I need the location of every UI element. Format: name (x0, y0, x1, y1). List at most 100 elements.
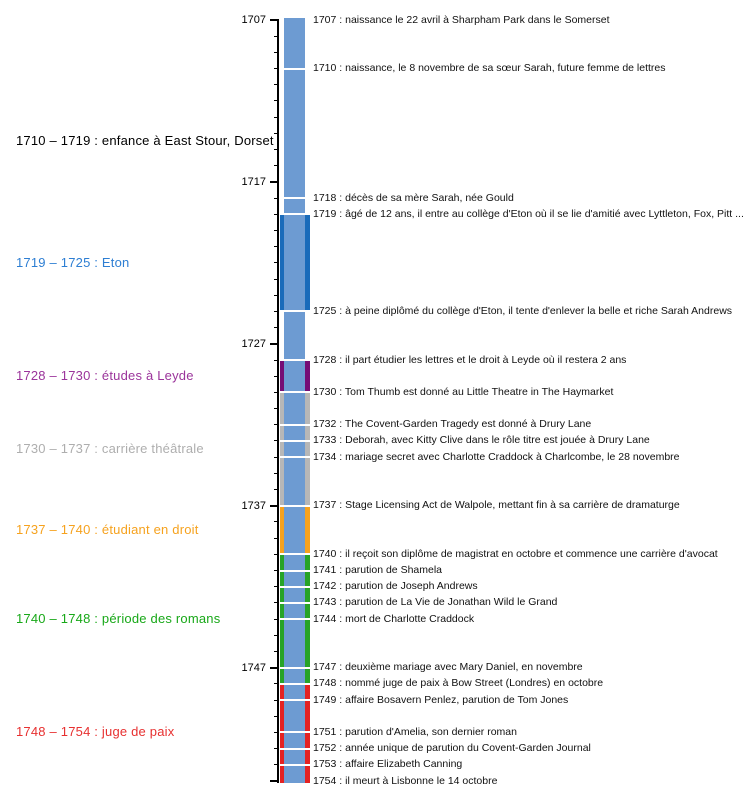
event-separator-1710 (279, 67, 311, 70)
period-label-1719-1725: 1719 – 1725 : Eton (16, 254, 130, 270)
axis-minor-tick-1744 (274, 618, 279, 620)
axis-minor-tick-1722 (274, 262, 279, 264)
event-label-1707: 1707 : naissance le 22 avril à Sharpham … (313, 13, 610, 26)
period-label-1737-1740: 1737 – 1740 : étudiant en droit (16, 522, 199, 538)
event-label-1710: 1710 : naissance, le 8 novembre de sa sœ… (313, 62, 666, 75)
event-label-1740: 1740 : il reçoit son diplôme de magistra… (313, 547, 718, 560)
axis-tick-label-1737: 1737 (241, 499, 266, 512)
event-label-1725: 1725 : à peine diplômé du collège d'Eton… (313, 304, 733, 317)
axis-minor-tick-1742 (274, 586, 279, 588)
axis-major-tick-1747 (270, 666, 278, 669)
axis-minor-tick-1739 (274, 537, 279, 539)
period-label-1730-1737: 1730 – 1737 : carrière théâtrale (16, 441, 204, 457)
axis-minor-tick-1743 (274, 602, 279, 604)
event-label-1719: 1719 : âgé de 12 ans, il entre au collèg… (313, 207, 744, 220)
event-label-1734: 1734 : mariage secret avec Charlotte Cra… (313, 450, 680, 463)
event-separator-1744 (279, 618, 311, 621)
event-separator-1741 (279, 569, 311, 572)
event-label-1752: 1752 : année unique de parution du Coven… (313, 742, 591, 755)
axis-tick-label-1707: 1707 (241, 14, 266, 26)
axis-minor-tick-1741 (274, 570, 279, 571)
event-separator-1733 (279, 439, 311, 442)
axis-minor-tick-1740 (274, 553, 279, 555)
axis-minor-tick-1711 (274, 84, 279, 86)
axis-minor-tick-1719 (274, 213, 279, 215)
axis-minor-tick-1733 (274, 440, 279, 442)
event-separator-1725 (279, 310, 311, 313)
axis-minor-tick-1732 (274, 424, 279, 426)
timeline-bar (284, 18, 305, 783)
axis-major-tick-1737 (270, 504, 278, 507)
event-separator-1748 (279, 682, 311, 685)
event-label-1751: 1751 : parution d'Amelia, son dernier ro… (313, 725, 517, 738)
event-label-1747: 1747 : deuxième mariage avec Mary Daniel… (313, 661, 583, 674)
axis-tick-label-1727: 1727 (241, 337, 266, 350)
event-separator-1749 (279, 699, 311, 702)
event-separator-1734 (279, 456, 311, 459)
axis-minor-tick-1712 (274, 100, 279, 102)
axis-minor-tick-1745 (274, 634, 279, 636)
event-label-1737: 1737 : Stage Licensing Act de Walpole, m… (313, 499, 680, 512)
axis-minor-tick-1723 (274, 278, 279, 280)
axis-minor-tick-1730 (274, 391, 279, 393)
event-separator-1753 (279, 763, 311, 766)
axis-minor-tick-1752 (274, 748, 279, 750)
axis-minor-tick-1726 (274, 327, 279, 329)
axis-minor-tick-1710 (274, 68, 279, 70)
axis-minor-tick-1713 (274, 116, 279, 118)
event-separator-1747 (279, 666, 311, 669)
event-label-1741: 1741 : parution de Shamela (313, 564, 443, 576)
axis-minor-tick-1715 (274, 149, 279, 151)
event-separator-1737 (279, 504, 311, 507)
axis-major-tick-1717 (270, 180, 278, 183)
axis-minor-tick-1738 (274, 521, 279, 523)
axis-tick-label-1717: 1717 (241, 175, 266, 188)
event-separator-1752 (279, 747, 311, 750)
axis-major-tick-1754 (270, 780, 278, 782)
event-separator-1751 (279, 731, 311, 734)
axis-minor-tick-1725 (274, 310, 279, 312)
timeline-axis (277, 19, 279, 783)
event-separator-1719 (279, 213, 311, 216)
axis-minor-tick-1709 (274, 51, 279, 53)
axis-minor-tick-1724 (274, 294, 279, 296)
axis-minor-tick-1728 (274, 359, 279, 361)
event-separator-1732 (279, 423, 311, 426)
axis-minor-tick-1714 (274, 132, 279, 134)
axis-minor-tick-1731 (274, 408, 279, 410)
axis-minor-tick-1708 (274, 35, 279, 37)
event-label-1749: 1749 : affaire Bosavern Penlez, parution… (313, 693, 569, 706)
event-label-1732: 1732 : The Covent-Garden Tragedy est don… (313, 418, 592, 431)
event-separator-1718 (279, 197, 311, 200)
event-label-1733: 1733 : Deborah, avec Kitty Clive dans le… (313, 434, 650, 447)
axis-minor-tick-1721 (274, 246, 279, 248)
event-label-1718: 1718 : décès de sa mère Sarah, née Gould (313, 191, 514, 204)
event-separator-1743 (279, 601, 311, 604)
axis-minor-tick-1735 (274, 472, 279, 474)
axis-minor-tick-1748 (274, 683, 279, 685)
axis-minor-tick-1750 (274, 715, 279, 717)
axis-minor-tick-1716 (274, 165, 279, 167)
axis-major-tick-1727 (270, 342, 278, 345)
event-separator-1742 (279, 585, 311, 588)
event-label-1728: 1728 : il part étudier les lettres et le… (313, 353, 627, 366)
axis-minor-tick-1720 (274, 229, 279, 231)
event-label-1742: 1742 : parution de Joseph Andrews (313, 580, 478, 593)
event-label-1743: 1743 : parution de La Vie de Jonathan Wi… (313, 596, 558, 609)
axis-minor-tick-1736 (274, 489, 279, 491)
axis-minor-tick-1718 (274, 197, 279, 199)
axis-minor-tick-1749 (274, 699, 279, 701)
event-separator-1740 (279, 553, 311, 556)
period-label-1728-1730: 1728 – 1730 : études à Leyde (16, 368, 194, 384)
axis-minor-tick-1753 (274, 764, 279, 766)
event-label-1744: 1744 : mort de Charlotte Craddock (313, 612, 475, 625)
event-label-1753: 1753 : affaire Elizabeth Canning (313, 758, 463, 771)
period-label-1740-1748: 1740 – 1748 : période des romans (16, 611, 221, 627)
axis-minor-tick-1729 (274, 375, 279, 377)
event-label-1748: 1748 : nommé juge de paix à Bow Street (… (313, 677, 604, 690)
axis-tick-label-1747: 1747 (241, 661, 266, 674)
axis-minor-tick-1734 (274, 456, 279, 458)
event-separator-1728 (279, 359, 311, 362)
event-separator-1730 (279, 391, 311, 394)
